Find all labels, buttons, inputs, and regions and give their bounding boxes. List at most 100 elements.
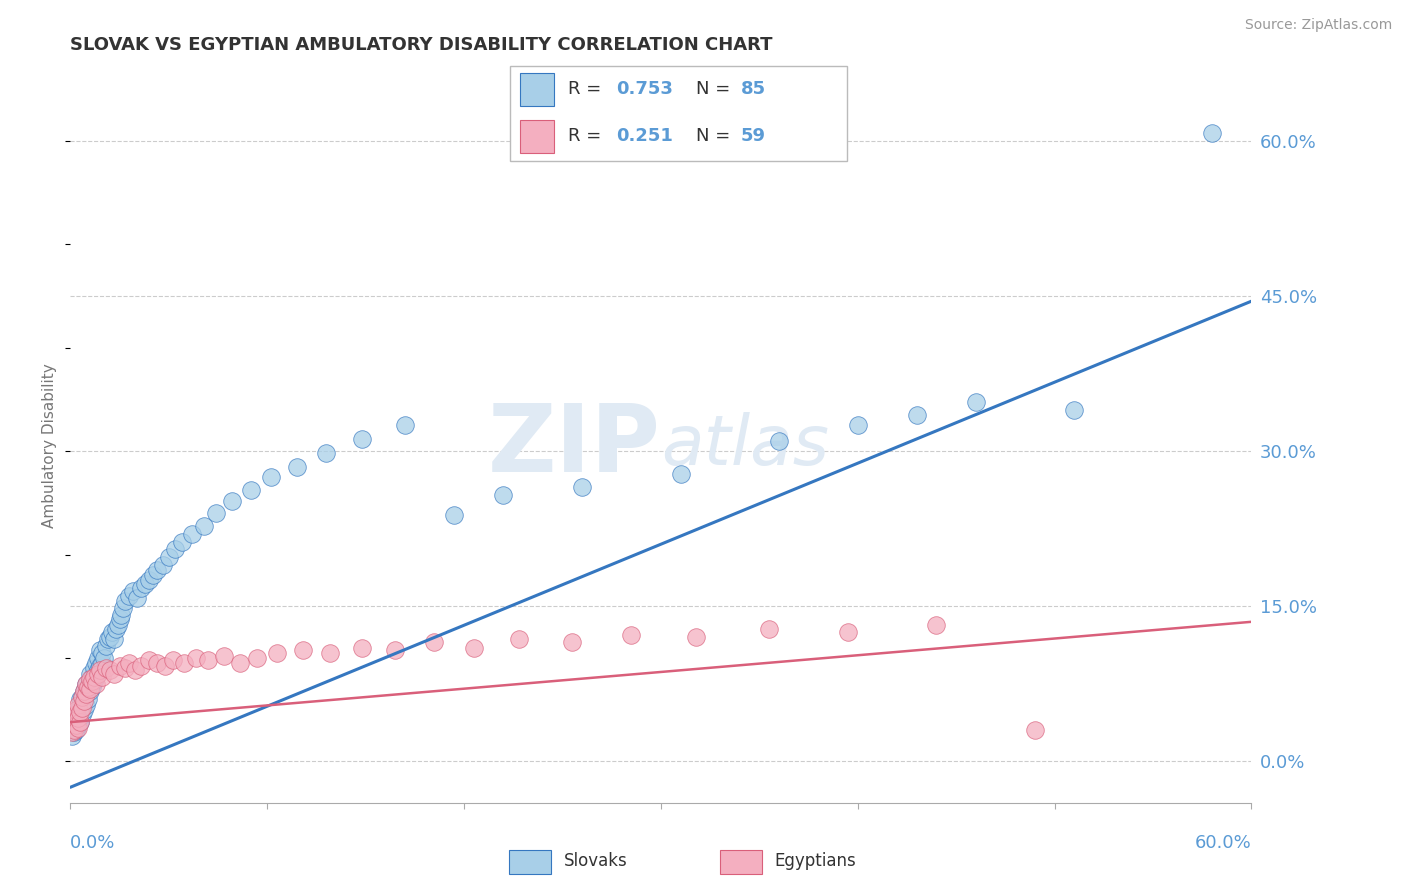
Point [77, 680, 100, 694]
Point [163, 542, 186, 557]
Point [89, 664, 111, 678]
Point [129, 581, 152, 595]
Point [315, 446, 337, 460]
Point [221, 493, 243, 508]
Point [837, 625, 859, 640]
Point [67, 718, 90, 732]
Point [67, 711, 90, 725]
Text: N =: N = [696, 80, 735, 98]
Text: ZIP: ZIP [488, 400, 661, 492]
FancyBboxPatch shape [720, 849, 762, 874]
Point [108, 659, 131, 673]
Point [620, 628, 643, 642]
Text: 60.0%: 60.0% [1195, 834, 1251, 852]
Point [60, 722, 83, 736]
Point [84, 670, 107, 684]
Point [75, 677, 97, 691]
Point [423, 635, 446, 649]
Point [157, 549, 180, 564]
Point [94, 639, 117, 653]
Point [394, 418, 416, 433]
Y-axis label: Ambulatory Disability: Ambulatory Disability [42, 364, 58, 528]
Point [70, 700, 93, 714]
Point [463, 640, 485, 655]
Point [73, 684, 96, 698]
Point [205, 506, 228, 520]
Point [212, 648, 235, 663]
Text: 59: 59 [741, 128, 765, 145]
Point [138, 653, 160, 667]
Point [65, 718, 87, 732]
Point [134, 576, 156, 591]
Point [87, 664, 110, 678]
Point [153, 659, 176, 673]
Text: R =: R = [568, 128, 607, 145]
Point [83, 661, 105, 675]
Text: atlas: atlas [661, 412, 828, 480]
Point [758, 622, 780, 636]
Point [768, 434, 790, 448]
Point [138, 574, 160, 588]
Text: 0.0%: 0.0% [70, 834, 115, 852]
Point [67, 703, 90, 717]
Point [669, 467, 692, 481]
Point [65, 723, 87, 738]
FancyBboxPatch shape [520, 120, 554, 153]
Point [63, 723, 86, 738]
Point [89, 642, 111, 657]
Point [103, 632, 125, 647]
Point [100, 625, 122, 640]
Point [103, 666, 125, 681]
Point [104, 622, 127, 636]
Point [260, 470, 283, 484]
Point [60, 725, 83, 739]
Point [69, 705, 91, 719]
Point [350, 432, 373, 446]
Point [84, 677, 107, 691]
FancyBboxPatch shape [509, 65, 848, 161]
Point [350, 640, 373, 655]
Point [65, 707, 87, 722]
Text: 85: 85 [741, 80, 765, 98]
Point [67, 711, 90, 725]
Point [685, 630, 707, 644]
Point [73, 684, 96, 698]
Point [118, 656, 141, 670]
Point [67, 698, 90, 712]
Point [80, 670, 103, 684]
Point [240, 483, 263, 498]
Text: Source: ZipAtlas.com: Source: ZipAtlas.com [1244, 18, 1392, 32]
Point [79, 672, 101, 686]
Text: Slovaks: Slovaks [564, 852, 627, 870]
Point [108, 612, 131, 626]
Point [228, 656, 250, 670]
Point [90, 656, 112, 670]
Text: N =: N = [696, 128, 735, 145]
Point [112, 601, 135, 615]
Point [319, 646, 342, 660]
Point [905, 408, 928, 422]
Point [114, 594, 136, 608]
Point [98, 664, 121, 678]
Point [83, 670, 105, 684]
Point [124, 664, 146, 678]
Point [87, 651, 110, 665]
Point [63, 707, 86, 722]
Point [181, 527, 204, 541]
Point [60, 729, 83, 743]
Text: R =: R = [568, 80, 607, 98]
Point [75, 687, 97, 701]
FancyBboxPatch shape [509, 849, 551, 874]
Text: SLOVAK VS EGYPTIAN AMBULATORY DISABILITY CORRELATION CHART: SLOVAK VS EGYPTIAN AMBULATORY DISABILITY… [70, 36, 773, 54]
Point [83, 673, 105, 688]
Point [75, 677, 97, 691]
Point [186, 651, 208, 665]
Point [246, 651, 269, 665]
Text: 0.753: 0.753 [616, 80, 673, 98]
Point [561, 635, 583, 649]
Point [122, 583, 145, 598]
Point [129, 659, 152, 673]
Point [77, 692, 100, 706]
Point [84, 656, 107, 670]
Point [571, 480, 593, 494]
